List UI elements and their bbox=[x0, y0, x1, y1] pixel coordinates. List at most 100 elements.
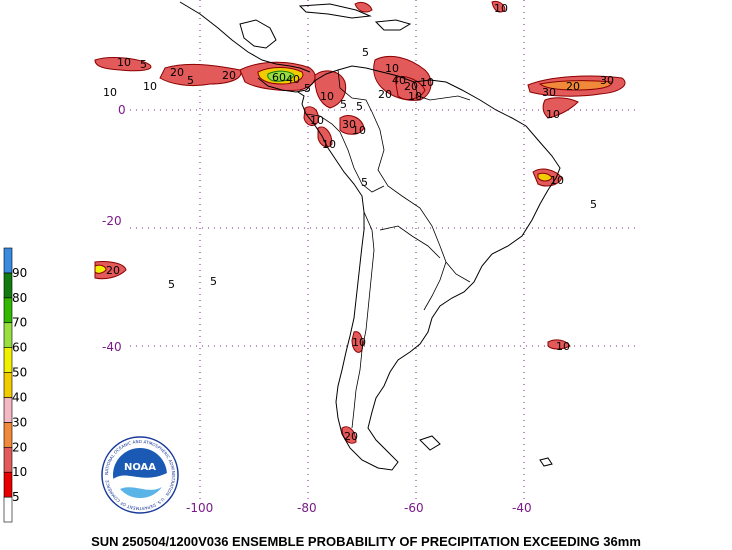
contour-label: 20 bbox=[378, 88, 392, 101]
legend-label: 40 bbox=[12, 390, 27, 404]
contour-label: 10 bbox=[420, 76, 434, 89]
contour-label: 10 bbox=[320, 90, 334, 103]
precip-area-ecuador bbox=[303, 106, 319, 126]
contour-label: 5 bbox=[356, 100, 363, 113]
precip-area-caribbean bbox=[354, 1, 373, 13]
legend-swatch bbox=[3, 247, 13, 274]
precip-area-atlantic-south-plume bbox=[542, 97, 579, 119]
contour-label: 5 bbox=[304, 82, 311, 95]
contour-label: 10 bbox=[143, 80, 157, 93]
legend-swatch bbox=[3, 272, 13, 299]
contour-label: 20 bbox=[566, 80, 580, 93]
contour-label: 20 bbox=[222, 69, 236, 82]
border-chile-argentina bbox=[351, 211, 375, 429]
border-colombia-venezuela bbox=[337, 69, 373, 113]
contour-label: 60 bbox=[272, 71, 286, 84]
legend-swatch bbox=[3, 422, 13, 448]
contour-labels: 10 5 20 10 60 40 20 5 10 5 5 10 10 40 20… bbox=[103, 2, 614, 443]
legend-swatch bbox=[3, 322, 13, 348]
coastline-falklands bbox=[419, 435, 441, 451]
map-caption: SUN 250504/1200V036 ENSEMBLE PROBABILITY… bbox=[91, 534, 641, 549]
precip-area-panama-60 bbox=[267, 70, 295, 82]
legend-label: 70 bbox=[12, 316, 27, 330]
legend-label: 10 bbox=[12, 465, 27, 479]
contour-label: 30 bbox=[542, 86, 556, 99]
coastline-south-georgia bbox=[539, 457, 553, 467]
contour-label: 40 bbox=[392, 74, 406, 87]
lon-label-60: -60 bbox=[404, 501, 424, 515]
latitude-labels: 0 -20 -40 bbox=[102, 103, 126, 354]
contour-label: 5 bbox=[362, 46, 369, 59]
border-guianas bbox=[413, 81, 471, 101]
noaa-logo: NOAA NATIONAL OCEANIC AND ATMOSPHERIC AD… bbox=[101, 436, 179, 514]
contour-label: 40 bbox=[286, 73, 300, 86]
legend-swatch bbox=[3, 446, 13, 473]
legend-label: 5 bbox=[12, 490, 20, 504]
contour-label: 10 bbox=[103, 86, 117, 99]
lat-label-40: -40 bbox=[102, 340, 122, 354]
svg-text:NOAA: NOAA bbox=[124, 462, 156, 473]
contour-label: 10 bbox=[550, 174, 564, 187]
contour-label: 20 bbox=[106, 264, 120, 277]
coastline-central-america bbox=[179, 1, 311, 73]
precip-area-east-pacific-west bbox=[94, 57, 152, 72]
contour-label: 10 bbox=[556, 340, 570, 353]
precip-area-peru-north bbox=[317, 126, 333, 148]
contour-label: 5 bbox=[140, 58, 147, 71]
legend-label: 60 bbox=[12, 341, 27, 355]
precip-area-amazon bbox=[339, 115, 365, 135]
legend-label: 80 bbox=[12, 291, 27, 305]
legend-label: 30 bbox=[12, 415, 27, 429]
lat-label-0: 0 bbox=[118, 103, 126, 117]
country-borders bbox=[305, 69, 471, 429]
contour-label: 5 bbox=[187, 74, 194, 87]
legend-swatch bbox=[3, 496, 13, 523]
precip-area-south-atlantic bbox=[547, 339, 571, 350]
precip-area-atlantic-itcz-20 bbox=[538, 80, 613, 91]
contour-label: 5 bbox=[361, 176, 368, 189]
legend-swatch bbox=[3, 297, 13, 324]
probability-color-legend: 5 10 20 30 40 50 60 70 80 90 bbox=[3, 247, 27, 523]
longitude-labels: -100 -80 -60 -40 bbox=[186, 501, 532, 515]
legend-label: 20 bbox=[12, 440, 27, 454]
contour-label: 10 bbox=[322, 138, 336, 151]
contour-label: 10 bbox=[352, 124, 366, 137]
contour-label: 20 bbox=[170, 66, 184, 79]
contour-label: 30 bbox=[600, 74, 614, 87]
precip-area-brazil-coast-30 bbox=[537, 172, 553, 182]
coastline-hispaniola bbox=[374, 19, 412, 31]
precip-area-pacific-west-edge-40 bbox=[94, 264, 107, 274]
contour-label: 10 bbox=[408, 90, 422, 103]
contour-label: 30 bbox=[342, 118, 356, 131]
contour-label: 20 bbox=[344, 430, 358, 443]
legend-swatch bbox=[3, 347, 13, 373]
coastlines bbox=[179, 1, 561, 471]
contour-label: 5 bbox=[210, 275, 217, 288]
contour-label: 10 bbox=[494, 2, 508, 15]
contour-label: 10 bbox=[546, 108, 560, 121]
border-argentina-uruguay bbox=[423, 261, 447, 311]
contour-label: 10 bbox=[385, 62, 399, 75]
precipitation-probability-map: -100 -80 -60 -40 0 -20 -40 10 5 20 10 60… bbox=[3, 0, 640, 523]
border-bolivia-paraguay bbox=[379, 225, 441, 259]
legend-swatch bbox=[3, 372, 13, 398]
lat-label-20: -20 bbox=[102, 214, 122, 228]
contour-label: 5 bbox=[340, 98, 347, 111]
border-brazil-west bbox=[371, 111, 471, 283]
lat-lon-grid bbox=[130, 0, 640, 500]
contour-label: 20 bbox=[404, 80, 418, 93]
legend-swatch bbox=[3, 471, 13, 498]
contour-label: 5 bbox=[168, 278, 175, 291]
contour-label: 10 bbox=[117, 56, 131, 69]
coastline-south-america bbox=[257, 65, 561, 471]
contour-label: 10 bbox=[310, 114, 324, 127]
lon-label-40: -40 bbox=[512, 501, 532, 515]
contour-label: 5 bbox=[590, 198, 597, 211]
coastline-yucatan bbox=[239, 19, 277, 49]
legend-label: 50 bbox=[12, 366, 27, 380]
legend-swatch bbox=[3, 397, 13, 423]
border-peru-bolivia bbox=[339, 131, 385, 193]
precip-area-north-atlantic bbox=[491, 1, 506, 13]
precipitation-areas bbox=[94, 1, 626, 444]
legend-label: 90 bbox=[12, 266, 27, 280]
